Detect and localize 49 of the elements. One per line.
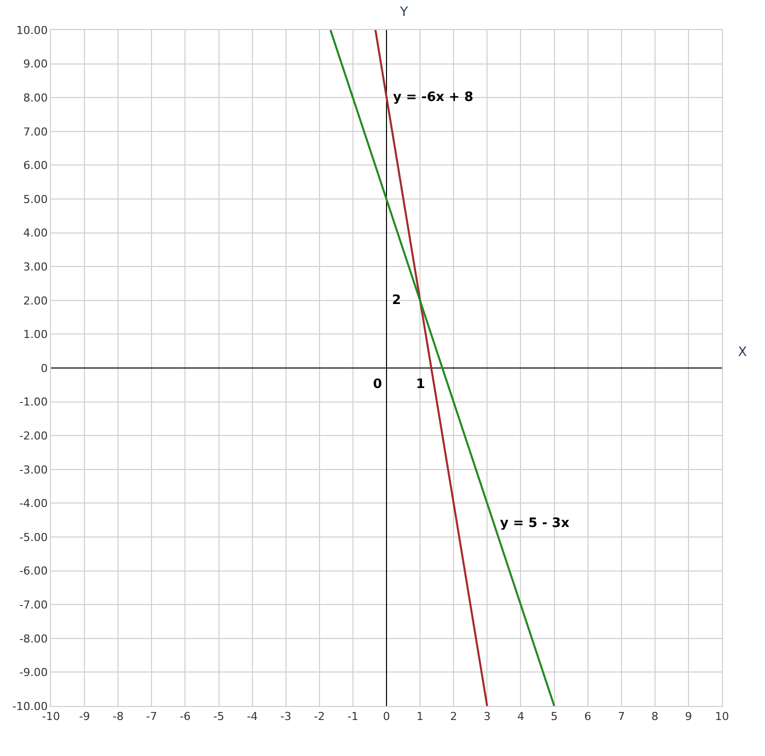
x-tick-label: -4	[246, 710, 258, 724]
y-tick-label: -4.00	[19, 497, 48, 510]
x-tick-label: 4	[517, 710, 524, 724]
y-tick-label: 7.00	[23, 125, 48, 138]
y-tick-label: -10.00	[12, 700, 48, 713]
x-tick-label: -1	[347, 710, 358, 724]
x-tick-label: 0	[383, 710, 390, 724]
y-tick-label: 8.00	[23, 91, 48, 104]
annotation: 2	[392, 293, 402, 308]
y-tick-label: 2.00	[23, 294, 48, 308]
x-tick-label: -10	[42, 710, 60, 724]
y-tick-label: 0	[40, 362, 48, 375]
x-tick-label: 6	[584, 710, 592, 724]
x-tick-label: 5	[550, 710, 558, 724]
x-tick-label: 9	[684, 710, 692, 724]
x-tick-label: -8	[112, 710, 124, 724]
annotation: 1	[416, 377, 426, 392]
x-tick-label: 7	[618, 710, 625, 724]
x-tick-label: -6	[180, 710, 191, 724]
y-axis-title: Y	[399, 5, 408, 20]
y-tick-label: -1.00	[19, 396, 48, 409]
x-tick-label: -2	[314, 710, 325, 724]
x-tick-label: -7	[146, 710, 158, 724]
y-tick-label: 4.00	[23, 226, 48, 240]
y-tick-label: 6.00	[23, 159, 48, 172]
annotation: y = 5 - 3x	[500, 516, 570, 531]
x-tick-label: 3	[484, 710, 491, 724]
x-tick-label: 8	[651, 710, 658, 724]
x-tick-label: 2	[450, 710, 458, 724]
y-tick-label: -5.00	[19, 530, 48, 544]
x-tick-label: 10	[715, 710, 729, 724]
annotation: y = -6x + 8	[393, 90, 474, 105]
y-tick-label: -6.00	[19, 564, 48, 578]
x-axis-title: X	[738, 345, 747, 360]
y-tick-label: 9.00	[23, 58, 48, 71]
y-tick-label: 3.00	[23, 260, 48, 274]
y-tick-label: 10.00	[16, 24, 48, 37]
y-tick-label: -2.00	[19, 429, 48, 442]
y-tick-label: 5.00	[23, 192, 48, 206]
y-tick-label: -8.00	[19, 632, 48, 646]
y-tick-label: 1.00	[23, 328, 48, 342]
x-tick-label: -5	[213, 710, 224, 724]
y-tick-label: -7.00	[19, 598, 48, 612]
x-tick-label: -3	[280, 710, 292, 724]
annotation: 0	[373, 377, 382, 392]
y-tick-label: -3.00	[19, 463, 48, 476]
x-tick-label: 1	[416, 710, 424, 724]
y-tick-label: -9.00	[19, 666, 48, 680]
x-tick-label: -9	[79, 710, 90, 724]
